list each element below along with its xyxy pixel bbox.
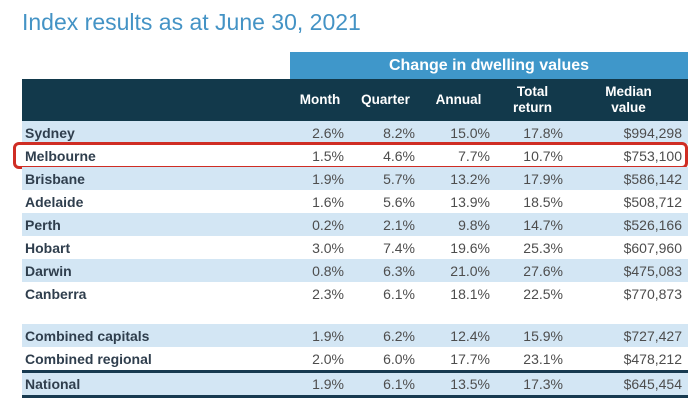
row-label: Hobart xyxy=(25,239,71,256)
cell-median-value: $994,298 xyxy=(623,124,682,141)
cell-month: 1.6% xyxy=(312,193,344,210)
cell-quarter: 6.3% xyxy=(383,262,415,279)
cell-quarter: 5.6% xyxy=(383,193,415,210)
table-row-combined-capitals: Combined capitals 1.9% 6.2% 12.4% 15.9% … xyxy=(22,324,688,347)
cell-annual: 21.0% xyxy=(450,262,490,279)
cell-quarter: 2.1% xyxy=(383,216,415,233)
table-body: Sydney 2.6% 8.2% 15.0% 17.8% $994,298 Me… xyxy=(13,121,688,398)
dwelling-values-table: Change in dwelling values Month Quarter An… xyxy=(13,52,688,398)
cell-median-value: $770,873 xyxy=(623,285,682,302)
table-row-melbourne: Melbourne 1.5% 4.6% 7.7% 10.7% $753,100 xyxy=(13,142,688,169)
cell-month: 2.3% xyxy=(312,285,344,302)
cell-quarter: 6.0% xyxy=(383,350,415,367)
cell-quarter: 8.2% xyxy=(383,124,415,141)
cell-median-value: $526,166 xyxy=(623,216,682,233)
table-row-perth: Perth 0.2% 2.1% 9.8% 14.7% $526,166 xyxy=(22,213,688,236)
column-header-total-return: Total return xyxy=(512,84,552,115)
column-header-annual: Annual xyxy=(435,92,482,108)
table-row-national: National 1.9% 6.1% 13.5% 17.3% $645,454 xyxy=(22,370,688,398)
cell-total-return: 27.6% xyxy=(523,262,563,279)
cell-annual: 18.1% xyxy=(450,285,490,302)
cell-total-return: 17.9% xyxy=(523,170,563,187)
cell-annual: 7.7% xyxy=(458,147,490,164)
table-row-canberra: Canberra 2.3% 6.1% 18.1% 22.5% $770,873 xyxy=(22,282,688,305)
cell-total-return: 14.7% xyxy=(523,216,563,233)
cell-total-return: 18.5% xyxy=(523,193,563,210)
cell-annual: 13.5% xyxy=(450,376,490,392)
cell-median-value: $645,454 xyxy=(623,376,682,392)
cell-annual: 17.7% xyxy=(450,350,490,367)
cell-month: 1.5% xyxy=(312,147,344,164)
cell-quarter: 7.4% xyxy=(383,239,415,256)
cell-total-return: 17.8% xyxy=(523,124,563,141)
cell-annual: 13.2% xyxy=(450,170,490,187)
cell-median-value: $475,083 xyxy=(623,262,682,279)
cell-month: 1.9% xyxy=(312,376,344,392)
column-header-median-value: Median value xyxy=(605,84,652,115)
cell-total-return: 17.3% xyxy=(523,376,563,392)
cell-total-return: 23.1% xyxy=(523,350,563,367)
cell-total-return: 22.5% xyxy=(523,285,563,302)
cell-median-value: $727,427 xyxy=(623,327,682,344)
row-label: Sydney xyxy=(25,124,75,141)
cell-median-value: $607,960 xyxy=(623,239,682,256)
cell-quarter: 5.7% xyxy=(383,170,415,187)
table-row-combined-regional: Combined regional 2.0% 6.0% 17.7% 23.1% … xyxy=(22,347,688,370)
banner-title: Change in dwelling values xyxy=(290,52,688,79)
table-row-brisbane: Brisbane 1.9% 5.7% 13.2% 17.9% $586,142 xyxy=(22,167,688,190)
cell-median-value: $753,100 xyxy=(623,147,682,164)
cell-month: 1.9% xyxy=(312,327,344,344)
column-header-month: Month xyxy=(299,92,341,108)
cell-annual: 12.4% xyxy=(450,327,490,344)
table-row-adelaide: Adelaide 1.6% 5.6% 13.9% 18.5% $508,712 xyxy=(22,190,688,213)
row-label: Combined regional xyxy=(25,350,152,367)
cell-month: 3.0% xyxy=(312,239,344,256)
cell-total-return: 25.3% xyxy=(523,239,563,256)
cell-median-value: $478,212 xyxy=(623,350,682,367)
cell-annual: 19.6% xyxy=(450,239,490,256)
cell-annual: 15.0% xyxy=(450,124,490,141)
table-row-hobart: Hobart 3.0% 7.4% 19.6% 25.3% $607,960 xyxy=(22,236,688,259)
row-label: Melbourne xyxy=(25,147,96,164)
cell-month: 2.6% xyxy=(312,124,344,141)
cell-quarter: 6.1% xyxy=(383,376,415,392)
row-label: Darwin xyxy=(25,262,72,279)
row-label: Perth xyxy=(25,216,61,233)
table-row-darwin: Darwin 0.8% 6.3% 21.0% 27.6% $475,083 xyxy=(22,259,688,282)
row-label: Canberra xyxy=(25,285,87,302)
cell-month: 0.8% xyxy=(312,262,344,279)
cell-annual: 13.9% xyxy=(450,193,490,210)
cell-quarter: 4.6% xyxy=(383,147,415,164)
row-label: Brisbane xyxy=(25,170,85,187)
cell-total-return: 15.9% xyxy=(523,327,563,344)
row-label: Adelaide xyxy=(25,193,84,210)
cell-median-value: $508,712 xyxy=(623,193,682,210)
banner-row: Change in dwelling values xyxy=(22,52,688,79)
cell-month: 0.2% xyxy=(312,216,344,233)
cell-annual: 9.8% xyxy=(458,216,490,233)
cell-month: 1.9% xyxy=(312,170,344,187)
cell-month: 2.0% xyxy=(312,350,344,367)
cell-quarter: 6.1% xyxy=(383,285,415,302)
row-label: National xyxy=(25,376,81,392)
page-title: Index results as at June 30, 2021 xyxy=(22,9,361,35)
column-header-quarter: Quarter xyxy=(361,92,410,108)
cell-total-return: 10.7% xyxy=(523,147,563,164)
table-row-sydney: Sydney 2.6% 8.2% 15.0% 17.8% $994,298 xyxy=(22,121,688,144)
cell-quarter: 6.2% xyxy=(383,327,415,344)
row-label: Combined capitals xyxy=(25,327,150,344)
cell-median-value: $586,142 xyxy=(623,170,682,187)
column-header-row: Month Quarter Annual Total return Median val… xyxy=(22,79,688,121)
